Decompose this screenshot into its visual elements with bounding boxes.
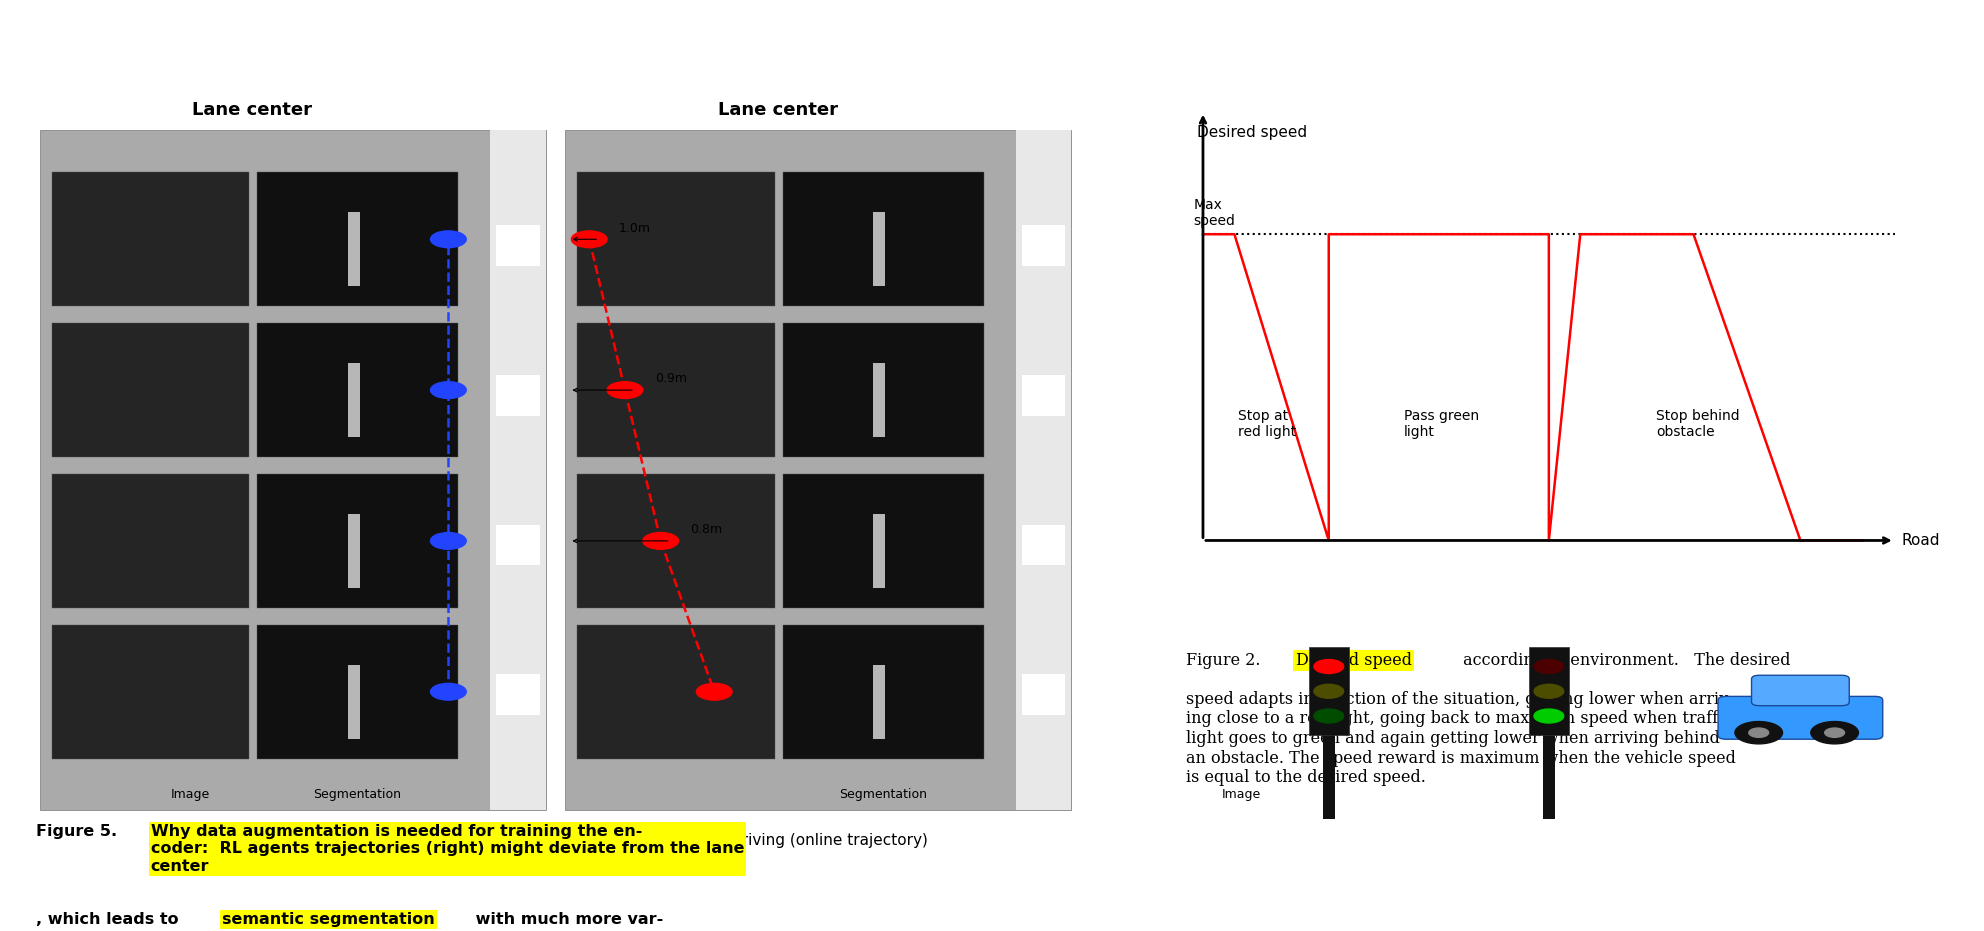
- Text: Segmentation: Segmentation: [839, 788, 927, 801]
- Text: 1.0m: 1.0m: [619, 222, 651, 235]
- Text: Desired speed: Desired speed: [1296, 652, 1411, 668]
- Text: Lane center: Lane center: [192, 101, 311, 119]
- Text: Encoder Training (autopilot): Encoder Training (autopilot): [186, 833, 399, 848]
- Text: with much more var-: with much more var-: [470, 912, 663, 927]
- Text: Road: Road: [1901, 533, 1940, 548]
- Text: Segmentation: Segmentation: [313, 788, 401, 801]
- Text: speed adapts in function of the situation, getting lower when arriv-
ing close t: speed adapts in function of the situatio…: [1186, 691, 1736, 786]
- Text: according to environment.   The desired: according to environment. The desired: [1458, 652, 1792, 668]
- Text: 0.8m: 0.8m: [690, 523, 722, 536]
- Text: Image: Image: [1222, 788, 1262, 801]
- Text: , which leads to: , which leads to: [36, 912, 185, 927]
- Text: 0.9m: 0.9m: [655, 372, 686, 385]
- Text: RL driving (online trajectory): RL driving (online trajectory): [708, 833, 929, 848]
- Text: Max
speed: Max speed: [1194, 198, 1236, 228]
- Text: Why data augmentation is needed for training the en-
coder:  RL agents trajector: Why data augmentation is needed for trai…: [151, 824, 744, 873]
- Text: Figure 2.: Figure 2.: [1186, 652, 1266, 668]
- Text: Stop at
red light: Stop at red light: [1238, 409, 1296, 439]
- Text: semantic segmentation: semantic segmentation: [222, 912, 434, 927]
- Text: Desired speed: Desired speed: [1196, 125, 1307, 140]
- Text: Lane center: Lane center: [718, 101, 837, 119]
- Text: Pass green
light: Pass green light: [1405, 409, 1480, 439]
- Text: Stop behind
obstacle: Stop behind obstacle: [1657, 409, 1740, 439]
- Text: Figure 5.: Figure 5.: [36, 824, 117, 839]
- Text: Image: Image: [171, 788, 210, 801]
